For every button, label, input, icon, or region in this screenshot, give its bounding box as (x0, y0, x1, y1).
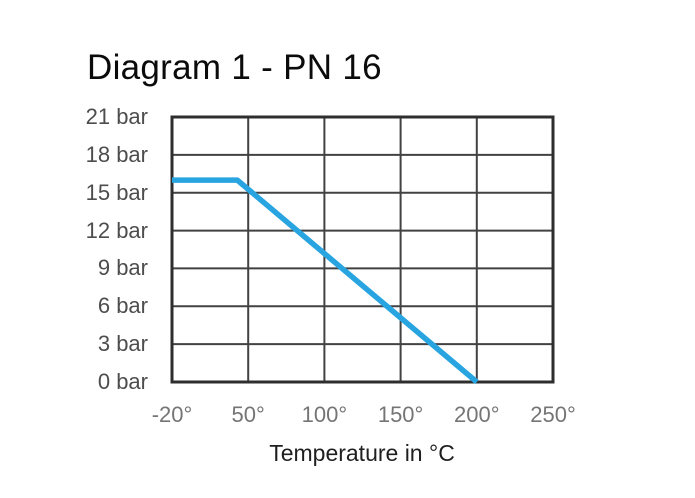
chart-title: Diagram 1 - PN 16 (87, 48, 382, 87)
pressure-limit-line (172, 177, 479, 385)
plot-border (170, 115, 555, 384)
x-axis-title: Temperature in °C (269, 440, 455, 466)
